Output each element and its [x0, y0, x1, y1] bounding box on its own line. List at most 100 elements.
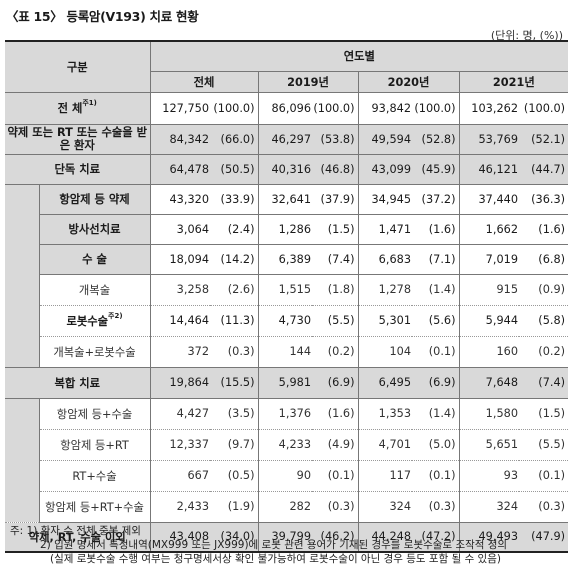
cell-value: 1,278: [358, 274, 413, 306]
cell-value: 915: [459, 274, 520, 306]
cell-value: 3,064: [150, 214, 211, 245]
cell-value: 4,233: [258, 429, 313, 461]
header-col-2019: 2019년: [258, 71, 359, 93]
cell-pct: (52.8): [412, 124, 460, 155]
cell-pct: (5.6): [412, 305, 460, 337]
cell-value: 39,799: [271, 530, 312, 544]
table-row: 항암제 등+RT+수술 2,433 (1.9) 282 (0.3) 324 (0…: [5, 491, 569, 523]
cell-pct: (1.6): [412, 214, 460, 245]
cell-value: 86,096: [258, 92, 313, 125]
cell-pct: (14.2): [210, 244, 259, 275]
cell-value: 18,094: [150, 244, 211, 275]
row-label: 항암제 등+RT: [39, 429, 151, 461]
cell-value: 117: [358, 460, 413, 492]
cell-pct: (11.3): [210, 305, 259, 337]
cell-value: 1,353: [358, 398, 413, 430]
cell-value: 44,248: [371, 530, 412, 544]
row-label: 전 체주1): [5, 92, 151, 125]
cell-pct: (6.9): [412, 367, 460, 399]
row-label: RT+수술: [39, 460, 151, 492]
cell-pct: (0.5): [210, 460, 259, 492]
cell-value: 1,515: [258, 274, 313, 306]
row-label: 단독 치료: [5, 154, 151, 185]
cell-value: 667: [150, 460, 211, 492]
row-label: 수 술: [39, 244, 151, 275]
cell-value: 372: [150, 336, 211, 368]
header-col-2021: 2021년: [459, 71, 569, 93]
cell-value: 37,440: [459, 184, 520, 215]
cell-pct: (0.3): [210, 336, 259, 368]
cell-pct: (6.8): [519, 244, 569, 275]
cell-value: 19,864: [150, 367, 211, 399]
cell-pct: (33.9): [210, 184, 259, 215]
cell-pct: (1.6): [312, 398, 359, 430]
cell-value: 127,750: [150, 92, 211, 125]
cell-pct: (2.6): [210, 274, 259, 306]
cell-pct: (36.3): [519, 184, 569, 215]
cell-value: 104: [358, 336, 413, 368]
cell-pct: (100.0): [519, 92, 569, 125]
cell-value: 3,258: [150, 274, 211, 306]
header-category: 구분: [5, 41, 151, 93]
header-row-2: 전체 2019년 2020년 2021년: [5, 71, 569, 93]
cell-value: 64,478: [150, 154, 211, 185]
cell-pct: (1.4): [412, 274, 460, 306]
cell-value: 32,641: [258, 184, 313, 215]
row-label: 항암제 등 약제: [39, 184, 151, 215]
cell-pct: (47.9): [531, 530, 566, 544]
cell-value: 4,730: [258, 305, 313, 337]
cell-pct: (1.5): [519, 398, 569, 430]
cell-value: 324: [459, 491, 520, 523]
cell-pct: (0.1): [312, 460, 359, 492]
cell-pct: (0.3): [312, 491, 359, 523]
cell-pct: (50.5): [210, 154, 259, 185]
cell-value: 1,471: [358, 214, 413, 245]
header-col-2020: 2020년: [358, 71, 460, 93]
cell-pct: (5.5): [312, 305, 359, 337]
cell-value: 324: [358, 491, 413, 523]
cell-value: 6,389: [258, 244, 313, 275]
cell-pct: (1.8): [312, 274, 359, 306]
footnote-2: 2) 입원 명세서 특정내역(MX999 또는 JX999)에 로봇 관련 용어…: [40, 539, 508, 551]
cell-value: 1,662: [459, 214, 520, 245]
cell-value: 7,019: [459, 244, 520, 275]
cell-value: 43,099: [358, 154, 413, 185]
cell-pct: (100.0): [210, 92, 259, 125]
cell-pct: (4.9): [312, 429, 359, 461]
cell-pct: (0.3): [412, 491, 460, 523]
table-row: 단독 치료 64,478 (50.5) 40,316 (46.8) 43,099…: [5, 154, 569, 185]
cell-value: 84,342: [150, 124, 211, 155]
cell-pct: (1.5): [312, 214, 359, 245]
cell-pct: (0.1): [519, 460, 569, 492]
table-row: 항암제 등 약제 43,320 (33.9) 32,641 (37.9) 34,…: [5, 184, 569, 368]
cell-value: 34,945: [358, 184, 413, 215]
cell-pct: (37.9): [312, 184, 359, 215]
cell-pct: (5.0): [412, 429, 460, 461]
cell-pct: (0.1): [412, 336, 460, 368]
cell-pct: (37.2): [412, 184, 460, 215]
cell-pct: (0.9): [519, 274, 569, 306]
table-row: 항암제 등+수술 4,427 (3.5) 1,376 (1.6) 1,353 (…: [5, 398, 569, 523]
table-row: 복합 치료 19,864 (15.5) 5,981 (6.9) 6,495 (6…: [5, 367, 569, 399]
table-row: 약제 또는 RT 또는 수술을 받은 환자 84,342 (66.0) 46,2…: [5, 124, 569, 155]
cell-pct: (45.9): [412, 154, 460, 185]
cell-value: 5,944: [459, 305, 520, 337]
cell-value: 14,464: [150, 305, 211, 337]
cell-pct: (3.5): [210, 398, 259, 430]
cell-value: 6,495: [358, 367, 413, 399]
cell-pct: (1.6): [519, 214, 569, 245]
row-label: 개복술: [39, 274, 151, 306]
cell-value: 6,683: [358, 244, 413, 275]
table-row: 방사선치료 3,064 (2.4) 1,286 (1.5) 1,471 (1.6…: [5, 214, 569, 245]
cell-value: 282: [258, 491, 313, 523]
cell-value: 53,769: [459, 124, 520, 155]
cell-value: 93,842: [358, 92, 413, 125]
cell-pct: (7.1): [412, 244, 460, 275]
cell-pct: (46.8): [312, 154, 359, 185]
cell-value: 5,981: [258, 367, 313, 399]
cell-pct: (6.9): [312, 367, 359, 399]
footnote-2-cont: (실제 로봇수술 수행 여부는 청구명세서상 확인 불가능하여 로봇수술이 아닌…: [50, 553, 501, 565]
cell-pct: (9.7): [210, 429, 259, 461]
cell-pct: (5.8): [519, 305, 569, 337]
cell-value: 7,648: [459, 367, 520, 399]
